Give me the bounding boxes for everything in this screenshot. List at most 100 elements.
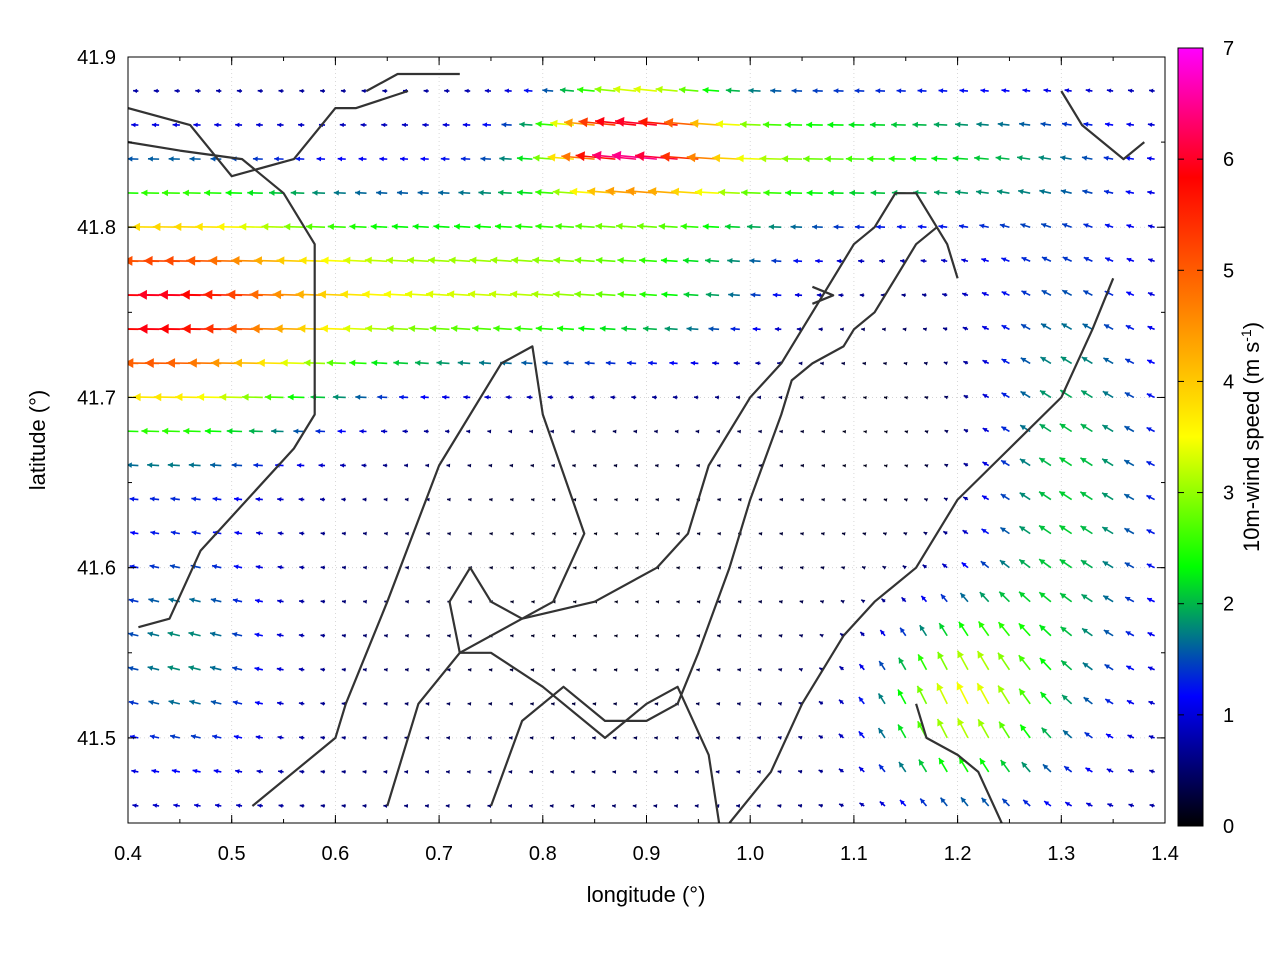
wind-vector-376 <box>676 566 680 570</box>
wind-vector-980 <box>736 154 761 163</box>
wind-vector-676 <box>669 360 678 366</box>
wind-vector-280 <box>758 634 762 638</box>
wind-vector-782 <box>794 292 803 298</box>
wind-vector-630 <box>757 395 762 400</box>
wind-vector-470 <box>551 497 556 502</box>
wind-vector-1029 <box>715 120 740 128</box>
wind-vector-1020 <box>535 120 554 128</box>
wind-vector-1032 <box>784 121 803 129</box>
wind-vector-137 <box>897 724 907 739</box>
wind-vector-599 <box>1146 426 1155 433</box>
wind-vector-145 <box>1062 729 1073 739</box>
wind-vector-389 <box>941 563 948 569</box>
wind-vector-534 <box>842 464 846 468</box>
wind-vector-687 <box>903 361 908 366</box>
wind-vector-610 <box>333 394 346 400</box>
y-axis-title: latitude (°) <box>25 390 50 491</box>
wind-vector-242 <box>997 652 1011 671</box>
wind-vector-1097 <box>1106 88 1114 93</box>
wind-vector-959 <box>316 156 326 162</box>
wind-vector-170 <box>551 702 555 706</box>
wind-vector-900 <box>128 192 139 194</box>
wind-vector-252 <box>167 631 181 637</box>
wind-vector-876 <box>658 222 678 230</box>
wind-vector-406 <box>256 530 263 536</box>
wind-vector-310 <box>341 599 346 604</box>
wind-vector-56 <box>256 769 263 774</box>
wind-vector-256 <box>254 632 263 638</box>
wind-vector-982 <box>781 155 803 163</box>
wind-vector-845 <box>1062 256 1073 262</box>
wind-vector-431 <box>779 531 784 536</box>
wind-vector-591 <box>982 427 990 433</box>
wind-vector-129 <box>736 735 741 740</box>
wind-vector-1077 <box>678 86 699 94</box>
wind-vector-362 <box>384 565 388 570</box>
colorbar-gradient <box>1177 47 1204 827</box>
wind-vector-59 <box>320 769 326 774</box>
wind-vector-517 <box>488 463 493 468</box>
wind-vector-727 <box>686 326 699 332</box>
x-tick-label: 1.3 <box>1047 843 1075 865</box>
wind-vector-46 <box>1085 802 1093 807</box>
wind-vector-341 <box>979 591 990 603</box>
wind-vector-130 <box>757 735 762 740</box>
wind-vector-241 <box>976 650 990 671</box>
wind-vector-780 <box>750 292 761 298</box>
grid-lines <box>127 56 1166 823</box>
wind-vector-150 <box>128 700 139 706</box>
wind-vector-88 <box>918 759 928 773</box>
wind-vector-902 <box>161 189 180 197</box>
wind-vector-975 <box>611 150 657 161</box>
wind-vector-869 <box>515 223 533 230</box>
wind-vector-172 <box>592 702 597 706</box>
wind-vector-222 <box>593 668 597 672</box>
wind-vector-822 <box>574 256 595 264</box>
wind-vector-899 <box>1147 224 1155 229</box>
wind-vector-301 <box>148 597 160 603</box>
y-tick-label: 41.8 <box>77 217 116 239</box>
wind-vector-1012 <box>381 122 388 128</box>
wind-vector-514 <box>425 463 430 468</box>
wind-vector-100 <box>129 734 139 740</box>
wind-vector-254 <box>209 631 222 637</box>
wind-vector-638 <box>924 396 929 400</box>
wind-vector-549 <box>1146 460 1155 467</box>
wind-vector-425 <box>655 532 660 536</box>
wind-vector-426 <box>676 532 680 536</box>
wind-vector-942 <box>996 189 1010 195</box>
wind-vector-539 <box>944 463 949 468</box>
wind-vector-396 <box>1080 559 1093 569</box>
wind-vector-121 <box>571 736 576 740</box>
wind-vector-62 <box>383 769 388 774</box>
wind-vector-1015 <box>442 122 450 128</box>
wind-vector-10 <box>341 803 346 808</box>
wind-vector-927 <box>671 187 699 197</box>
wind-vector-493 <box>1019 492 1031 501</box>
wind-vector-58 <box>299 769 305 774</box>
wind-vector-119 <box>529 736 534 740</box>
wind-vector-223 <box>613 668 618 672</box>
wind-vector-824 <box>617 257 637 264</box>
wind-vector-258 <box>298 633 305 638</box>
wind-vector-408 <box>299 531 305 536</box>
wind-vector-792 <box>1001 290 1010 297</box>
wind-vector-564 <box>423 429 429 434</box>
wind-vector-275 <box>655 634 659 638</box>
wind-vector-764 <box>404 290 429 299</box>
wind-vector-438 <box>923 531 928 536</box>
wind-vector-45 <box>1064 801 1073 807</box>
wind-vector-699 <box>1146 359 1155 365</box>
wind-vector-43 <box>1022 799 1031 807</box>
wind-vector-551 <box>141 427 160 435</box>
wind-vector-330 <box>758 600 763 604</box>
wind-vector-1045 <box>1061 121 1072 127</box>
wind-vector-34 <box>838 803 844 808</box>
wind-vector-462 <box>383 497 388 502</box>
wind-vector-277 <box>696 634 701 638</box>
wind-vector-35 <box>859 802 865 807</box>
colorbar-title-prefix: 10m-wind speed (m s <box>1239 342 1264 552</box>
wind-vector-448 <box>1124 527 1135 535</box>
wind-vector-495 <box>1058 490 1073 501</box>
wind-vector-1058 <box>299 88 305 94</box>
